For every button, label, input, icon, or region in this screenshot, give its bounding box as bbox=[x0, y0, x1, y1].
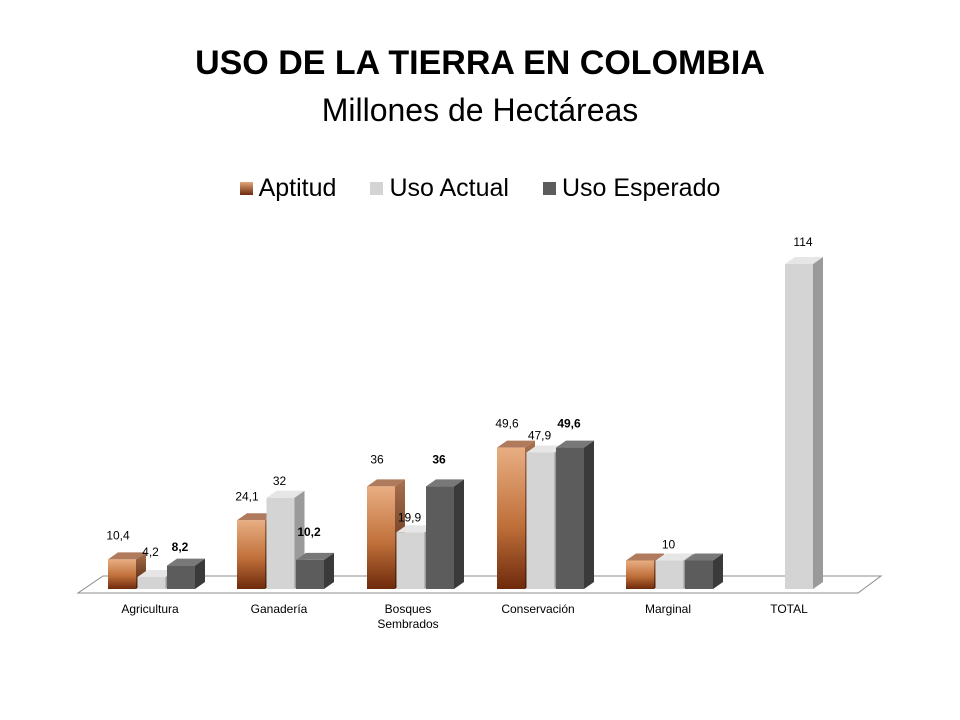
bar-uso-esperado-ganaderia-front bbox=[296, 559, 324, 589]
bar-uso-actual-agricultura-top bbox=[137, 570, 176, 578]
value-label-uso-actual-marginal: 10 bbox=[662, 537, 676, 551]
value-label-aptitud-conservacion: 49,6 bbox=[495, 417, 519, 431]
bar-uso-esperado-bosques-sembrados-front bbox=[426, 486, 454, 589]
legend-label-uso-esperado: Uso Esperado bbox=[561, 174, 721, 202]
legend-item-uso-esperado: Uso Esperado bbox=[542, 174, 721, 203]
bar-uso-actual-ganaderia-top bbox=[266, 490, 305, 498]
bar-aptitud-marginal-front bbox=[626, 560, 654, 589]
value-label-uso-actual-conservacion: 47,9 bbox=[528, 428, 552, 442]
bar-uso-actual-conservacion-front bbox=[526, 452, 555, 589]
bar-uso-esperado-bosques-sembrados bbox=[426, 479, 464, 589]
bar-uso-actual-conservacion-top bbox=[526, 445, 565, 453]
bar-uso-actual-ganaderia bbox=[266, 490, 305, 589]
chart-title: USO DE LA TIERRA EN COLOMBIA bbox=[195, 44, 765, 82]
category-label-total: TOTAL bbox=[770, 602, 808, 616]
value-labels-group: 10,4 4,2 8,2 24,1 32 10,2 36 19,9 36 49,6 47,9 49,6… bbox=[106, 235, 813, 559]
bar-uso-esperado-ganaderia bbox=[296, 552, 334, 589]
category-labels-group: Agricultura Ganadería Bosques Sembrados Cons… bbox=[121, 602, 808, 631]
value-label-aptitud-ganaderia: 24,1 bbox=[235, 489, 259, 503]
legend-swatch-uso-actual bbox=[370, 182, 384, 195]
value-label-uso-esperado-agricultura: 8,2 bbox=[172, 540, 189, 554]
bar-uso-esperado-marginal-front bbox=[685, 560, 713, 589]
bar-aptitud-bosques-sembrados-top bbox=[367, 479, 405, 487]
bar-uso-esperado-ganaderia-top bbox=[296, 552, 334, 560]
bar-uso-esperado-agricultura-top bbox=[167, 558, 205, 566]
bar-uso-actual-total bbox=[785, 257, 823, 589]
bar-uso-esperado-conservacion-side bbox=[584, 440, 594, 589]
bar-uso-actual-total-side bbox=[813, 257, 823, 589]
bar-uso-esperado-ganaderia-side bbox=[324, 552, 334, 589]
bar-uso-actual-agricultura-front bbox=[137, 577, 166, 589]
bar-aptitud-conservacion-front bbox=[497, 447, 525, 589]
bar-aptitud-ganaderia-front bbox=[237, 520, 265, 589]
value-label-uso-esperado-bosques-sembrados: 36 bbox=[432, 452, 446, 466]
legend-swatch-uso-esperado bbox=[542, 182, 556, 195]
value-label-aptitud-bosques-sembrados: 36 bbox=[370, 452, 384, 466]
bar-uso-esperado-conservacion bbox=[556, 440, 594, 589]
legend-item-aptitud: Aptitud bbox=[239, 174, 337, 203]
value-label-aptitud-agricultura: 10,4 bbox=[106, 528, 130, 542]
bar-uso-esperado-agricultura-front bbox=[167, 565, 195, 589]
bar-uso-actual-total-top bbox=[785, 257, 823, 264]
bar-uso-esperado-marginal bbox=[685, 553, 723, 589]
bar-aptitud-agricultura-front bbox=[108, 559, 136, 589]
category-label-ganaderia: Ganadería bbox=[251, 602, 308, 616]
value-label-uso-esperado-ganaderia: 10,2 bbox=[297, 525, 321, 539]
category-label-marginal: Marginal bbox=[645, 602, 691, 616]
bar-uso-actual-total-front bbox=[785, 264, 813, 589]
category-label-conservacion: Conservación bbox=[501, 602, 574, 616]
bar-aptitud-marginal-top bbox=[626, 553, 664, 561]
bar-uso-esperado-marginal-side bbox=[713, 553, 723, 589]
category-label-bosques-sembrados: Bosques Sembrados bbox=[377, 602, 438, 631]
bar-uso-esperado-marginal-top bbox=[685, 553, 723, 561]
bar-aptitud-bosques-sembrados-front bbox=[367, 486, 395, 589]
bar-uso-esperado-bosques-sembrados-top bbox=[426, 479, 464, 487]
value-label-uso-actual-bosques-sembrados: 19,9 bbox=[398, 510, 422, 524]
value-label-uso-actual-agricultura: 4,2 bbox=[142, 545, 159, 559]
bar-uso-esperado-bosques-sembrados-side bbox=[454, 479, 464, 589]
legend-swatch-aptitud bbox=[239, 182, 253, 195]
legend-label-aptitud: Aptitud bbox=[258, 174, 337, 202]
legend-label-uso-actual: Uso Actual bbox=[389, 174, 509, 202]
bar-aptitud-ganaderia-top bbox=[237, 513, 275, 521]
chart-subtitle: Millones de Hectáreas bbox=[321, 92, 639, 128]
bar-uso-esperado-conservacion-front bbox=[556, 447, 584, 589]
bars-group bbox=[108, 257, 823, 589]
bar-uso-actual-marginal-front bbox=[655, 560, 684, 589]
bar-uso-esperado-agricultura-side bbox=[195, 558, 205, 589]
bar-uso-esperado-conservacion-top bbox=[556, 440, 594, 448]
bar-uso-actual-bosques-sembrados-front bbox=[396, 532, 425, 589]
value-label-uso-actual-total: 114 bbox=[793, 235, 812, 249]
bar-uso-esperado-agricultura bbox=[167, 558, 205, 589]
value-label-uso-esperado-conservacion: 49,6 bbox=[557, 417, 581, 431]
bar-aptitud-conservacion-top bbox=[497, 440, 535, 448]
bar-uso-actual-ganaderia-front bbox=[266, 497, 295, 589]
bar-uso-actual-bosques-sembrados-top bbox=[396, 525, 435, 533]
bar-uso-actual-marginal-top bbox=[655, 553, 694, 561]
legend-item-uso-actual: Uso Actual bbox=[370, 174, 509, 203]
legend: Aptitud Uso Actual Uso Esperado bbox=[0, 174, 960, 203]
value-label-uso-actual-ganaderia: 32 bbox=[273, 474, 287, 488]
category-label-agricultura: Agricultura bbox=[121, 602, 179, 616]
bar-aptitud-agricultura-top bbox=[108, 552, 146, 560]
bar-aptitud-bosques-sembrados bbox=[367, 479, 405, 589]
